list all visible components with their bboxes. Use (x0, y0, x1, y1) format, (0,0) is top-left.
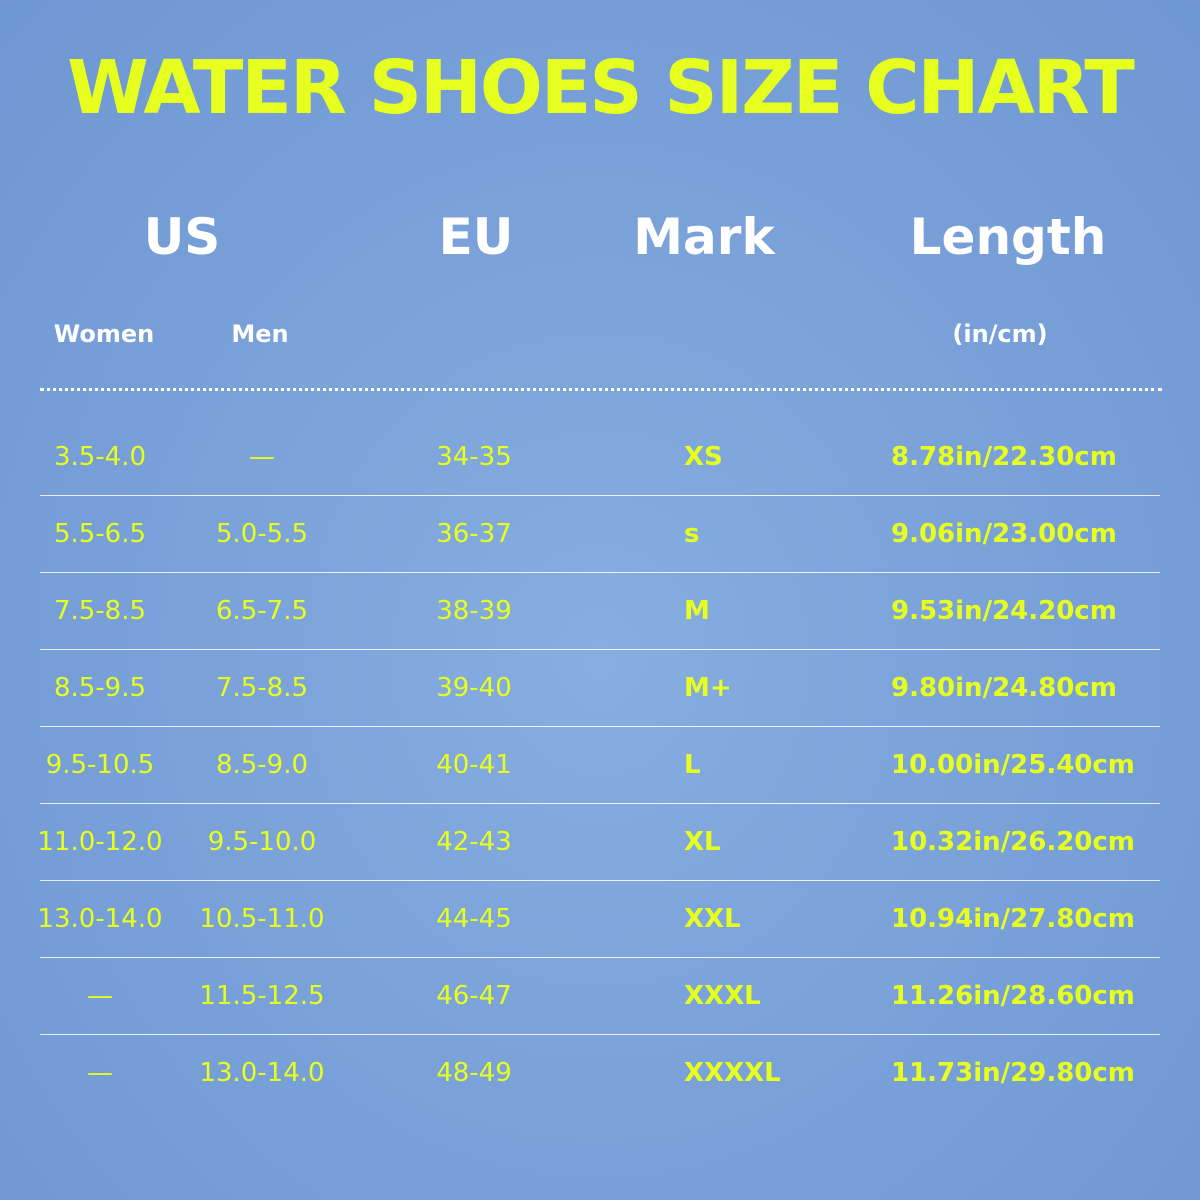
mark-cell: XXXXL (684, 1058, 781, 1088)
eu-size-cell: 34-35 (436, 442, 512, 472)
header-mark: Mark (633, 208, 775, 266)
women-size-cell: 3.5-4.0 (53, 442, 147, 472)
women-size-cell: 5.5-6.5 (53, 519, 147, 549)
subheader-women: Women (53, 320, 155, 348)
eu-size-cell: 38-39 (436, 596, 512, 626)
length-cell: 11.26in/28.60cm (891, 981, 1135, 1011)
eu-size-cell: 44-45 (436, 904, 512, 934)
subheader-unit: (in/cm) (952, 320, 1048, 348)
mark-cell: M (684, 596, 710, 626)
table-row: 13.0-14.0 10.5-11.0 44-45 XXL 10.94in/27… (0, 881, 1200, 958)
men-size-cell: 6.5-7.5 (215, 596, 309, 626)
mark-cell: XS (684, 442, 723, 472)
mark-cell: L (684, 750, 701, 780)
eu-size-cell: 42-43 (436, 827, 512, 857)
header-length: Length (909, 208, 1107, 266)
table-row: 11.0-12.0 9.5-10.0 42-43 XL 10.32in/26.2… (0, 804, 1200, 881)
women-size-cell: 7.5-8.5 (53, 596, 147, 626)
men-size-cell: 5.0-5.5 (215, 519, 309, 549)
mark-cell: XXXL (684, 981, 761, 1011)
table-row: 8.5-9.5 7.5-8.5 39-40 M+ 9.80in/24.80cm (0, 650, 1200, 727)
chart-title: WATER SHOES SIZE CHART (67, 45, 1135, 131)
table-row: 5.5-6.5 5.0-5.5 36-37 s 9.06in/23.00cm (0, 496, 1200, 573)
header-us: US (143, 208, 221, 266)
women-size-cell: 8.5-9.5 (53, 673, 147, 703)
mark-cell: M+ (684, 673, 732, 703)
women-size-cell: 11.0-12.0 (37, 827, 163, 857)
length-cell: 10.00in/25.40cm (891, 750, 1135, 780)
mark-cell: s (684, 519, 700, 549)
men-size-cell: 7.5-8.5 (215, 673, 309, 703)
table-row: — 13.0-14.0 48-49 XXXXL 11.73in/29.80cm (0, 1035, 1200, 1112)
mark-cell: XL (684, 827, 721, 857)
length-cell: 10.32in/26.20cm (891, 827, 1135, 857)
men-size-cell: 8.5-9.0 (215, 750, 309, 780)
length-cell: 9.06in/23.00cm (891, 519, 1117, 549)
men-size-cell: — (249, 442, 275, 472)
table-row: — 11.5-12.5 46-47 XXXL 11.26in/28.60cm (0, 958, 1200, 1035)
men-size-cell: 11.5-12.5 (199, 981, 325, 1011)
table-row: 9.5-10.5 8.5-9.0 40-41 L 10.00in/25.40cm (0, 727, 1200, 804)
subheader-men: Men (231, 320, 289, 348)
table-row: 7.5-8.5 6.5-7.5 38-39 M 9.53in/24.20cm (0, 573, 1200, 650)
women-size-cell: 9.5-10.5 (45, 750, 155, 780)
women-size-cell: — (87, 1058, 113, 1088)
eu-size-cell: 39-40 (436, 673, 512, 703)
men-size-cell: 13.0-14.0 (199, 1058, 325, 1088)
women-size-cell: 13.0-14.0 (37, 904, 163, 934)
length-cell: 8.78in/22.30cm (891, 442, 1117, 472)
men-size-cell: 9.5-10.0 (207, 827, 317, 857)
length-cell: 9.80in/24.80cm (891, 673, 1117, 703)
women-size-cell: — (87, 981, 113, 1011)
table-row: 3.5-4.0 — 34-35 XS 8.78in/22.30cm (0, 419, 1200, 496)
eu-size-cell: 46-47 (436, 981, 512, 1011)
men-size-cell: 10.5-11.0 (199, 904, 325, 934)
length-cell: 10.94in/27.80cm (891, 904, 1135, 934)
length-cell: 11.73in/29.80cm (891, 1058, 1135, 1088)
length-cell: 9.53in/24.20cm (891, 596, 1117, 626)
header-eu: EU (438, 208, 514, 266)
dotted-divider (40, 388, 1162, 391)
size-table: 3.5-4.0 — 34-35 XS 8.78in/22.30cm 5.5-6.… (0, 419, 1200, 1112)
eu-size-cell: 48-49 (436, 1058, 512, 1088)
eu-size-cell: 40-41 (436, 750, 512, 780)
mark-cell: XXL (684, 904, 741, 934)
eu-size-cell: 36-37 (436, 519, 512, 549)
